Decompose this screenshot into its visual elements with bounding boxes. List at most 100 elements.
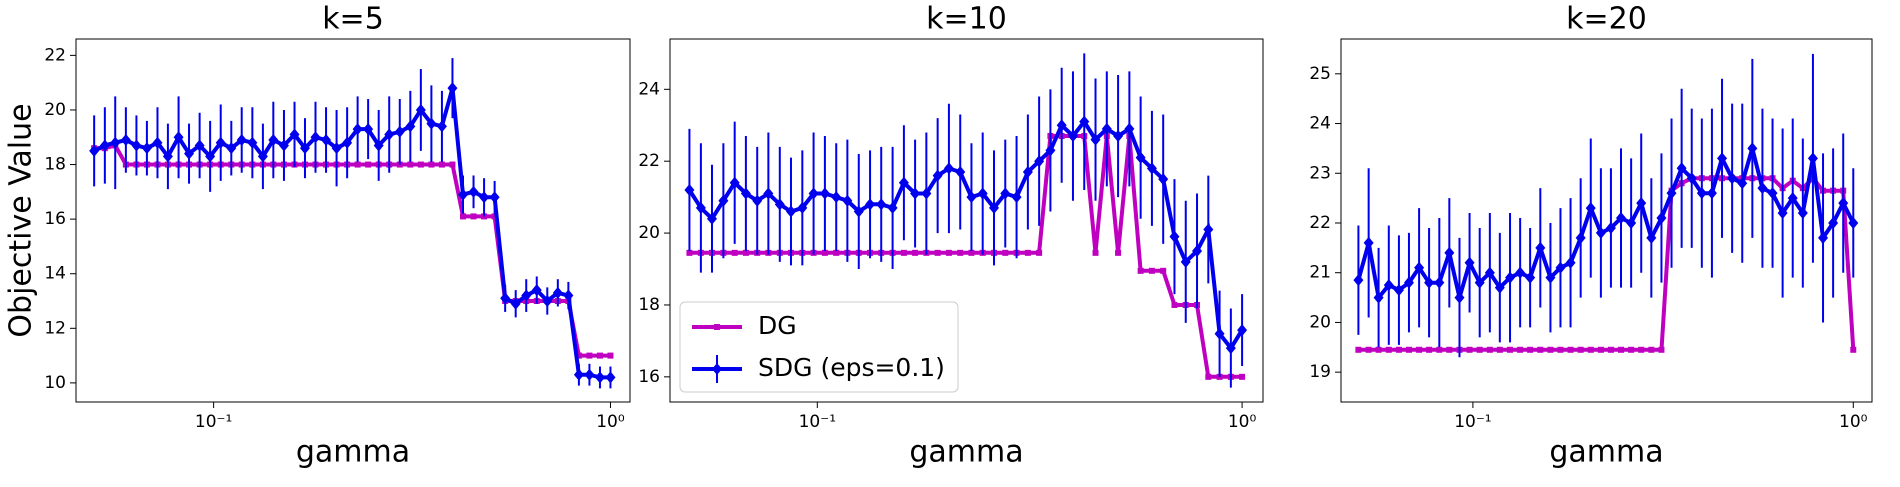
marker	[945, 249, 952, 256]
marker	[785, 205, 796, 218]
subplot: k=10 gamma 16 18 20 22 24 10⁻¹ 10⁰ DG SDG (eps=0.1…	[638, 2, 1264, 470]
marker	[752, 194, 763, 207]
marker	[184, 147, 195, 160]
marker	[1180, 255, 1191, 268]
marker	[955, 165, 966, 178]
marker	[1101, 122, 1112, 135]
y-tick-label: 16	[44, 209, 66, 229]
marker	[407, 161, 414, 168]
marker	[342, 136, 353, 149]
marker	[141, 142, 152, 155]
marker	[1727, 172, 1738, 185]
marker	[1537, 346, 1544, 353]
y-tick-label: 24	[1309, 114, 1331, 134]
marker	[1225, 342, 1236, 355]
marker	[1137, 267, 1144, 274]
marker	[1486, 346, 1493, 353]
subplot: k=20 gamma 19 20 21 22 23 24 25 10⁻¹ 10⁰	[1309, 2, 1873, 470]
marker	[173, 131, 184, 144]
legend-swatch	[712, 363, 722, 375]
marker	[731, 249, 738, 256]
marker	[384, 128, 395, 141]
marker	[1706, 187, 1717, 200]
marker	[729, 176, 740, 189]
marker	[1646, 231, 1657, 244]
marker	[1496, 346, 1503, 353]
marker	[268, 133, 279, 146]
marker	[110, 136, 121, 149]
marker	[152, 136, 163, 149]
marker	[205, 150, 216, 163]
marker	[1638, 346, 1645, 353]
marker	[331, 142, 342, 155]
y-tick-label: 20	[44, 100, 66, 120]
marker	[1365, 346, 1372, 353]
marker	[684, 183, 695, 196]
marker	[1056, 119, 1067, 132]
marker	[1416, 346, 1423, 353]
marker	[1575, 231, 1586, 244]
series	[1355, 175, 1857, 353]
marker	[853, 205, 864, 218]
x-tick-label: 10⁻¹	[1454, 412, 1491, 432]
marker	[428, 161, 435, 168]
marker	[1092, 249, 1099, 256]
marker	[457, 188, 468, 201]
marker	[763, 187, 774, 200]
marker	[438, 161, 445, 168]
marker	[1000, 187, 1011, 200]
chart-title: k=20	[1566, 2, 1647, 37]
marker	[1607, 346, 1614, 353]
x-tick-label: 10⁰	[1839, 412, 1868, 432]
marker	[842, 194, 853, 207]
marker	[1383, 279, 1394, 292]
marker	[1203, 223, 1214, 236]
marker	[1555, 261, 1566, 274]
marker	[1737, 177, 1748, 190]
marker	[289, 128, 300, 141]
plot-frame	[669, 38, 1264, 403]
marker	[596, 352, 603, 359]
marker	[1045, 144, 1056, 157]
marker	[1434, 276, 1445, 289]
marker	[542, 295, 553, 308]
marker	[706, 212, 717, 225]
marker	[1565, 256, 1576, 269]
legend-box	[679, 301, 959, 393]
marker	[1363, 236, 1374, 249]
series-line	[1356, 140, 1856, 306]
marker	[934, 249, 941, 256]
marker	[1375, 346, 1382, 353]
marker	[1838, 197, 1849, 210]
marker	[932, 169, 943, 182]
marker	[1405, 346, 1412, 353]
marker	[1850, 346, 1857, 353]
marker	[1436, 346, 1443, 353]
marker	[1444, 246, 1455, 259]
y-tick-label: 23	[1309, 163, 1331, 183]
marker	[89, 144, 100, 157]
marker	[819, 187, 830, 200]
marker	[1577, 346, 1584, 353]
series	[89, 58, 616, 389]
marker	[1587, 346, 1594, 353]
series	[684, 53, 1248, 388]
x-tick-label: 10⁰	[596, 412, 625, 432]
marker	[605, 371, 616, 384]
marker	[1696, 187, 1707, 200]
marker	[257, 150, 268, 163]
marker	[1605, 221, 1616, 234]
marker	[1787, 192, 1798, 205]
marker	[586, 352, 593, 359]
marker	[479, 191, 490, 204]
marker	[1353, 274, 1364, 287]
marker	[1169, 230, 1180, 243]
marker	[247, 136, 258, 149]
marker	[1686, 172, 1697, 185]
marker	[1618, 346, 1625, 353]
marker	[1192, 245, 1203, 258]
marker	[426, 117, 437, 130]
y-tick-label: 24	[638, 79, 660, 99]
series	[91, 142, 614, 359]
marker	[1717, 152, 1728, 165]
